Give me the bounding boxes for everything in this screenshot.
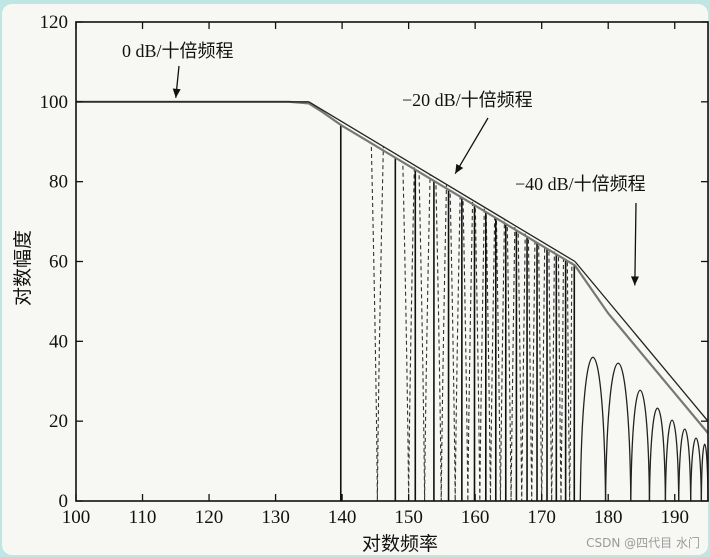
- annotation-label-2: −20 dB/十倍频程: [402, 90, 533, 110]
- x-axis-title: 对数频率: [362, 533, 438, 555]
- x-tick-label-140: 140: [328, 507, 357, 528]
- annotation-label-3: −40 dB/十倍频程: [515, 174, 646, 194]
- dashed-notch-11: [517, 233, 526, 502]
- dashed-notch-15: [557, 257, 565, 502]
- lobe-6: [678, 428, 692, 502]
- lobe-5: [664, 419, 680, 502]
- dashed-notch-13: [538, 245, 546, 502]
- dashed-notch-5: [449, 193, 461, 502]
- dashed-notch-10: [506, 227, 516, 502]
- dashed-notch-3: [418, 175, 431, 502]
- y-tick-label-0: 0: [59, 491, 69, 512]
- x-tick-label-120: 120: [195, 507, 224, 528]
- asymptote-3: [574, 261, 709, 422]
- y-tick-label-60: 60: [49, 252, 68, 273]
- annotation-arrowhead-1: [172, 88, 181, 98]
- lobe-2: [604, 362, 632, 502]
- annotation-arrowhead-3: [630, 276, 639, 286]
- watermark-text: CSDN @四代目 水门: [586, 536, 700, 550]
- y-tick-label-20: 20: [49, 411, 68, 432]
- dashed-notch-4: [435, 185, 448, 502]
- tick-layer: 100 110 120 130 140 150 160 170 180 190 0 20 40 60 80 1…: [40, 12, 708, 528]
- annotation-arrow-3: [634, 202, 637, 286]
- lobe-7: [690, 437, 702, 502]
- x-tick-label-110: 110: [129, 507, 157, 528]
- lobe-4: [648, 407, 667, 502]
- x-tick-label-150: 150: [394, 507, 423, 528]
- annotation-arrowhead-2: [455, 163, 464, 174]
- dashed-notch-2: [402, 165, 415, 502]
- data-layer: [76, 100, 709, 502]
- lobe-1: [579, 356, 607, 502]
- x-tick-label-190: 190: [660, 507, 689, 528]
- y-tick-label-120: 120: [40, 12, 69, 33]
- dashed-notch-6: [462, 201, 474, 502]
- y-tick-label-80: 80: [49, 172, 68, 193]
- dashed-notch-12: [527, 239, 536, 502]
- annotation-layer: 0 dB/十倍频程 −20 dB/十倍频程 −40 dB/十倍频程: [122, 41, 646, 286]
- x-tick-label-180: 180: [594, 507, 623, 528]
- y-tick-label-100: 100: [40, 92, 69, 113]
- y-tick-label-40: 40: [49, 331, 68, 352]
- x-tick-label-160: 160: [461, 507, 490, 528]
- x-tick-label-130: 130: [261, 507, 290, 528]
- x-tick-label-100: 100: [62, 507, 91, 528]
- dashed-notch-8: [485, 214, 496, 502]
- annotation-label-1: 0 dB/十倍频程: [122, 41, 234, 61]
- dashed-notch-7: [474, 208, 485, 502]
- annotation-arrow-2: [454, 117, 489, 175]
- dashed-notch-9: [495, 220, 505, 502]
- magnitude-envelope: [76, 100, 709, 434]
- lobe-3: [630, 389, 651, 502]
- asymptote-2: [308, 101, 576, 263]
- lobe-8: [700, 443, 709, 502]
- x-tick-label-170: 170: [527, 507, 556, 528]
- y-axis-title: 对数幅度: [12, 230, 34, 306]
- plot-frame: [75, 21, 709, 502]
- dashed-notch-1: [370, 146, 384, 502]
- axis-layer: [75, 21, 709, 502]
- dashed-notch-14: [548, 251, 555, 502]
- dashed-notch-16: [566, 262, 573, 502]
